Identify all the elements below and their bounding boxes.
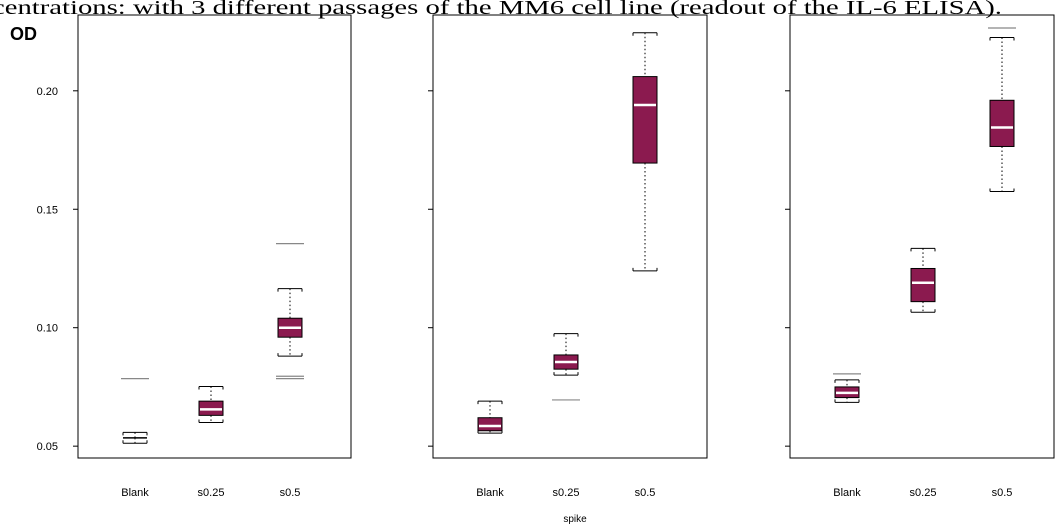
box-Blank: Blank	[833, 373, 861, 499]
iqr-box	[632, 76, 658, 164]
panel-2: Blank s0.25 s0.5	[428, 14, 708, 499]
box-s0.25: s0.25	[198, 385, 225, 499]
x-tick-label: s0.25	[910, 487, 937, 499]
iqr-box	[477, 417, 503, 432]
x-tick-label: Blank	[476, 487, 504, 499]
panel-frame	[77, 14, 352, 459]
y-axis-label: OD	[10, 24, 37, 44]
y-tick-label: 0.05	[37, 441, 58, 453]
x-tick-label: s0.5	[280, 487, 301, 499]
box-Blank: Blank	[121, 378, 149, 499]
panel-frame	[432, 14, 708, 459]
y-tick-label: 0.15	[37, 204, 58, 216]
x-tick-label: Blank	[833, 487, 861, 499]
x-tick-label: s0.25	[198, 487, 225, 499]
x-tick-label: s0.5	[992, 487, 1013, 499]
box-s0.5: s0.5	[276, 243, 304, 499]
x-tick-label: s0.5	[635, 487, 656, 499]
panel-frame	[789, 14, 1055, 459]
box-s0.5: s0.5	[632, 32, 658, 499]
panels: Blank s0.25 s0.5 Blank s0.25 s0.5 Blank s0.25 s0…	[73, 14, 1055, 499]
panel-1: Blank s0.25 s0.5	[73, 14, 352, 499]
x-tick-label: s0.25	[553, 487, 580, 499]
y-axis: 0.05 0.10 0.15 0.20	[37, 86, 58, 453]
iqr-box	[910, 267, 936, 303]
y-tick-label: 0.10	[37, 323, 58, 335]
x-tick-label: Blank	[121, 487, 149, 499]
box-s0.5: s0.5	[988, 27, 1016, 499]
box-s0.25: s0.25	[910, 247, 937, 499]
panel-3: Blank s0.25 s0.5	[785, 14, 1055, 499]
figure-caption: centrations: with 3 different passages o…	[0, 0, 1002, 19]
box-s0.25: s0.25	[552, 333, 580, 499]
box-Blank: Blank	[476, 400, 504, 499]
iqr-box	[989, 99, 1015, 147]
y-tick-label: 0.20	[37, 86, 58, 98]
x-axis-label: spike	[563, 514, 587, 525]
